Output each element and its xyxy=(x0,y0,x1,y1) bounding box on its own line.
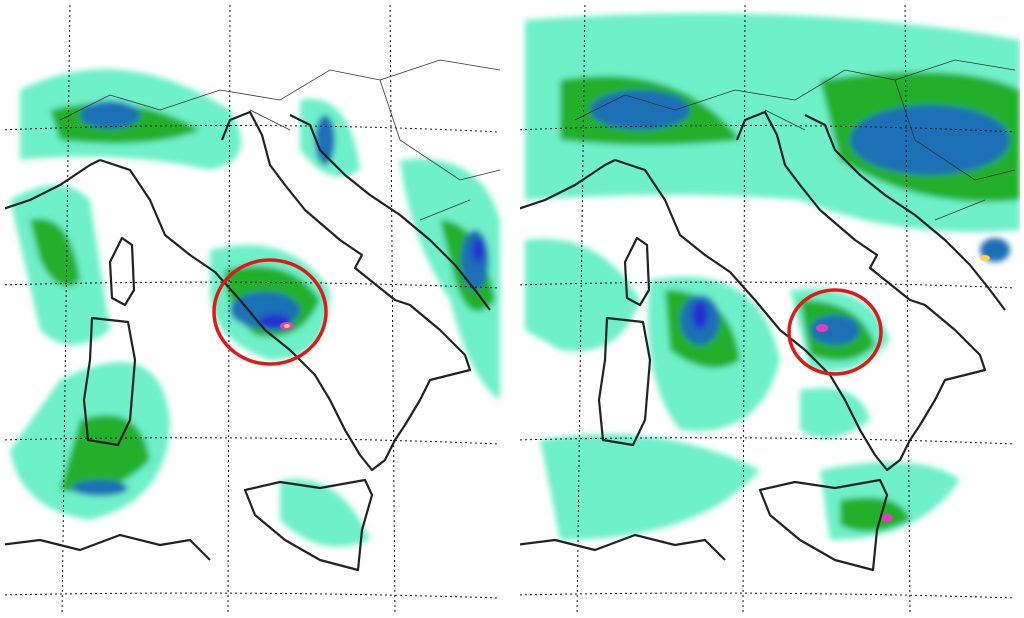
right-map xyxy=(520,5,1020,612)
left-map xyxy=(5,5,505,612)
precip-field xyxy=(10,69,500,547)
highlight-circle xyxy=(212,258,328,366)
precip-peak xyxy=(284,324,290,328)
precip-peak xyxy=(980,255,990,261)
precip-peak xyxy=(881,514,893,522)
highlight-circle xyxy=(787,288,883,376)
precip-peak xyxy=(816,324,828,332)
